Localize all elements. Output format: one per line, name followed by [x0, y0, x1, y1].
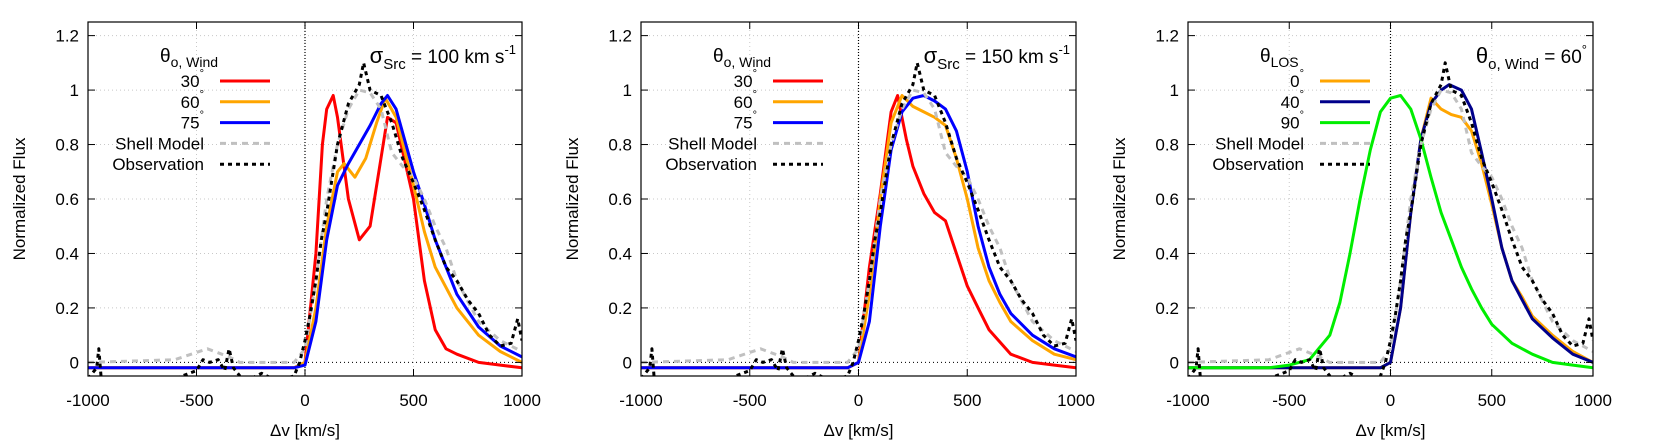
x-tick-label: 0	[300, 391, 309, 410]
legend-label: 30°	[734, 68, 757, 91]
legend-label: 75°	[734, 110, 757, 133]
legend-label: Shell Model	[1215, 134, 1304, 153]
legend-label: 75°	[181, 110, 204, 133]
x-tick-label: -1000	[66, 391, 109, 410]
chart-panel-3: 0 0.2 0.4 0.6 0.8 1 1.2 -1000 -500 0 500 1000 Δv [km…	[1110, 21, 1612, 440]
series-line-observation	[1188, 61, 1593, 376]
y-tick-label: 1	[70, 81, 79, 100]
legend-label: Shell Model	[115, 134, 204, 153]
y-tick-label: 0.4	[1155, 244, 1179, 263]
series-line-90	[1188, 94, 1593, 370]
series-line-75	[641, 94, 1076, 370]
x-tick-label: -500	[733, 391, 767, 410]
plot-area	[88, 61, 522, 376]
series-line-60	[88, 96, 522, 370]
series-line-30	[641, 94, 1076, 370]
y-tick-label: 0.8	[55, 136, 79, 155]
plot-area	[1188, 61, 1593, 376]
series-line-30	[88, 94, 522, 370]
series-line-40	[1188, 83, 1593, 370]
y-tick-label: 1.2	[55, 27, 79, 46]
y-tick-label: 0	[623, 353, 632, 372]
legend-label: Observation	[1212, 155, 1304, 174]
chart-panel-2: 0 0.2 0.4 0.6 0.8 1 1.2 -1000 -500 0 500 1000 Δv [km…	[563, 21, 1095, 440]
chart-panel-1: 0 0.2 0.4 0.6 0.8 1 1.2 -1000 -500 0 500 1000 Δv [km…	[10, 21, 541, 440]
x-axis-label: Δv [km/s]	[1356, 421, 1426, 440]
y-tick-label: 0.8	[608, 136, 632, 155]
y-tick-label: 0.2	[55, 299, 79, 318]
x-tick-label: -1000	[619, 391, 662, 410]
x-tick-label: 500	[953, 391, 981, 410]
y-tick-label: 1.2	[608, 27, 632, 46]
legend-label: 60°	[734, 89, 757, 112]
y-tick-label: 1.2	[1155, 27, 1179, 46]
x-tick-label: 1000	[503, 391, 541, 410]
x-tick-label: -500	[179, 391, 213, 410]
legend-label: 60°	[181, 89, 204, 112]
x-tick-label: 1000	[1057, 391, 1095, 410]
y-tick-label: 0	[1170, 353, 1179, 372]
series-line-shell-model	[641, 88, 1076, 364]
x-tick-label: -1000	[1166, 391, 1209, 410]
y-tick-label: 0.6	[608, 190, 632, 209]
series-line-75	[88, 94, 522, 370]
y-tick-label: 0.6	[55, 190, 79, 209]
y-tick-label: 0.2	[1155, 299, 1179, 318]
x-tick-label: 500	[1478, 391, 1506, 410]
x-tick-label: -500	[1272, 391, 1306, 410]
annotation: σSrc = 150 km s-1	[924, 42, 1070, 73]
series-line-shell-model	[1188, 88, 1593, 364]
legend-label: Observation	[665, 155, 757, 174]
legend-title: θo, Wind	[713, 46, 771, 70]
legend-label: 40°	[1281, 89, 1304, 112]
y-axis-label: Normalized Flux	[1110, 137, 1129, 260]
legend-label: 90°	[1281, 110, 1304, 133]
legend-title: θo, Wind	[160, 46, 218, 70]
x-tick-label: 0	[1386, 391, 1395, 410]
legend-label: 30°	[181, 68, 204, 91]
series-line-shell-model	[88, 88, 522, 364]
y-tick-label: 0.8	[1155, 136, 1179, 155]
legend-title: θLOS	[1260, 46, 1299, 70]
y-tick-label: 0.4	[55, 244, 79, 263]
y-axis-label: Normalized Flux	[10, 137, 29, 260]
y-tick-label: 1	[1170, 81, 1179, 100]
x-axis-label: Δv [km/s]	[270, 421, 340, 440]
plot-area	[641, 61, 1076, 376]
legend-label: Shell Model	[668, 134, 757, 153]
annotation: θo, Wind = 60°	[1476, 42, 1587, 73]
legend-label: Observation	[112, 155, 204, 174]
x-tick-label: 0	[854, 391, 863, 410]
y-tick-label: 0	[70, 353, 79, 372]
legend-label: 0°	[1290, 68, 1304, 91]
y-tick-label: 0.4	[608, 244, 632, 263]
x-tick-label: 500	[399, 391, 427, 410]
y-axis-label: Normalized Flux	[563, 137, 582, 260]
y-tick-label: 0.6	[1155, 190, 1179, 209]
x-tick-label: 1000	[1574, 391, 1612, 410]
y-tick-label: 0.2	[608, 299, 632, 318]
y-tick-label: 1	[623, 81, 632, 100]
x-axis-label: Δv [km/s]	[824, 421, 894, 440]
annotation: σSrc = 100 km s-1	[370, 42, 516, 73]
